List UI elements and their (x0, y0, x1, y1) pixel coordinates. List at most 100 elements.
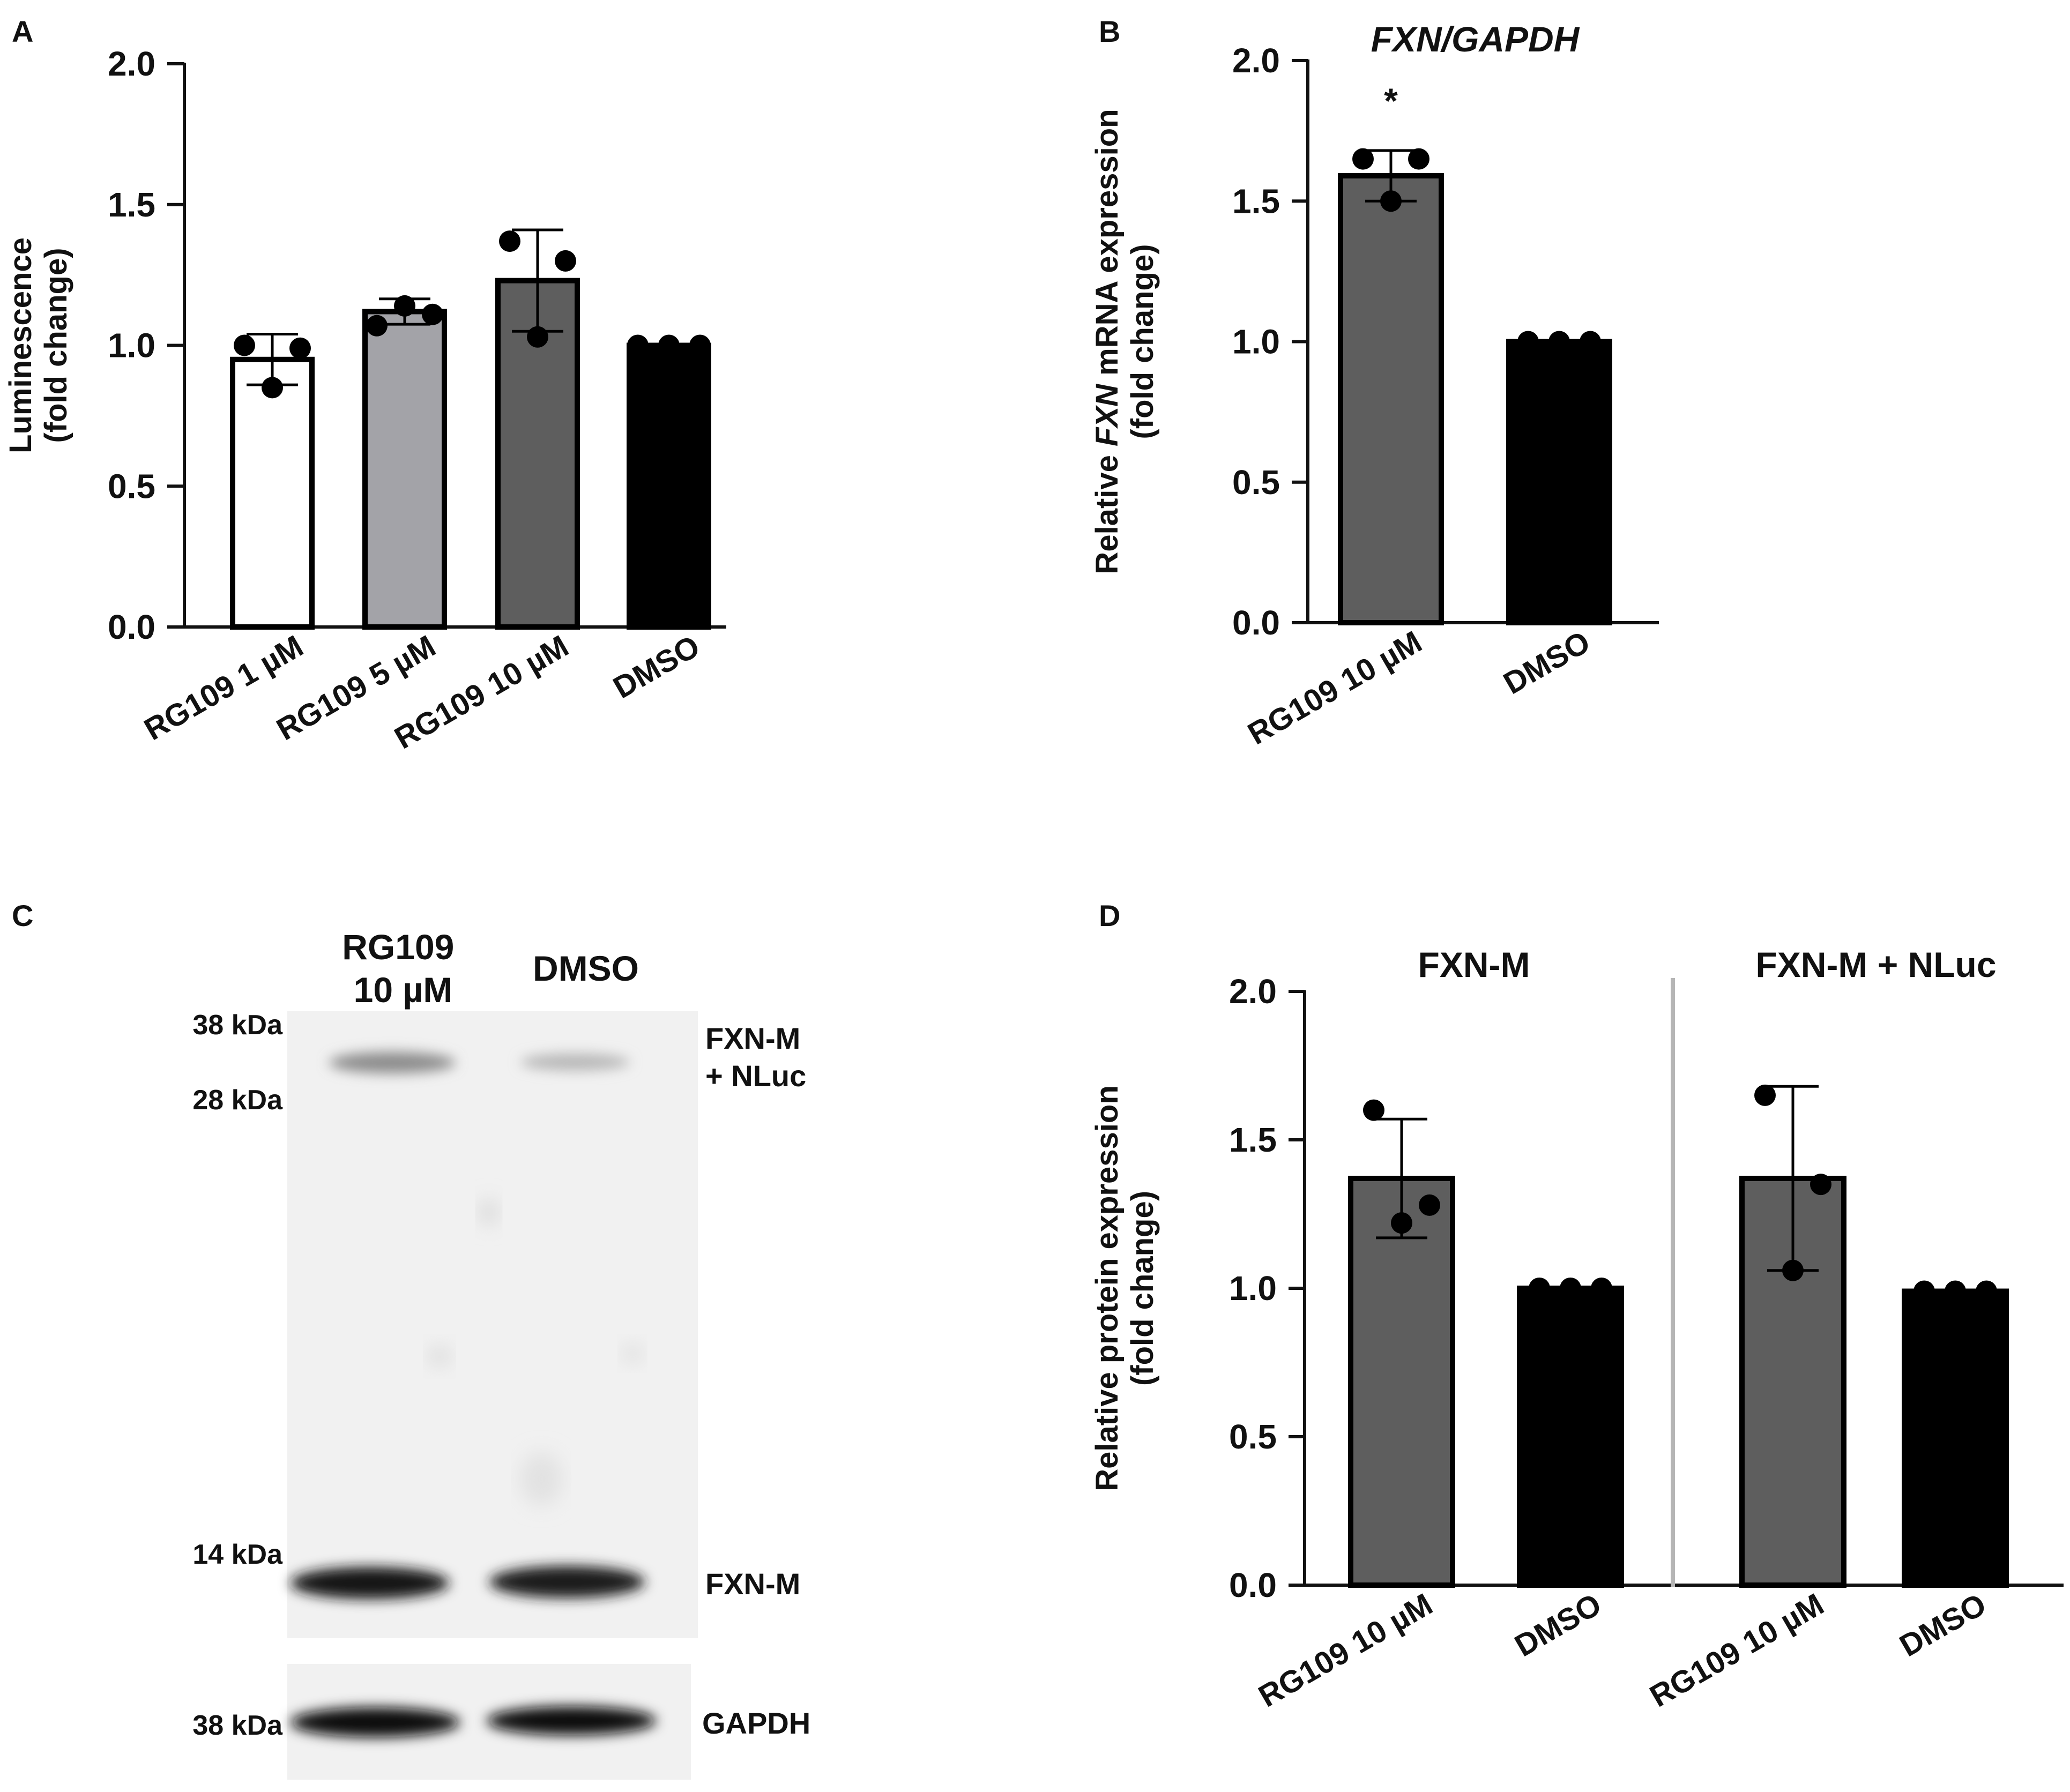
data-point (1913, 1280, 1935, 1302)
chart-panel-a: 0.0 0.5 1.0 1.5 2.0 Luminescence(fold change)… (3, 44, 726, 756)
data-point (1408, 148, 1429, 170)
data-point (1945, 1280, 1966, 1302)
y-axis-label-part: Relative (1090, 446, 1125, 574)
bar (1348, 1176, 1455, 1588)
data-point (1529, 1278, 1550, 1299)
data-point (658, 334, 680, 356)
blot-band-fxn-nluc-rg109 (329, 1052, 456, 1073)
blot-spot (428, 1348, 451, 1365)
y-axis-label-line: (fold change) (39, 248, 73, 443)
y-axis-label-line: (fold change) (1125, 1191, 1160, 1386)
blot-spot (479, 1199, 498, 1225)
blot-spot (622, 1346, 643, 1361)
y-tick-label: 0.0 (1232, 603, 1280, 642)
data-point (527, 326, 548, 348)
y-tick-label: 1.0 (1232, 323, 1280, 361)
data-point (1754, 1084, 1776, 1106)
y-axis-label: Relative FXN mRNA expression(fold change… (1090, 109, 1160, 574)
category-label: DMSO (1894, 1587, 1992, 1663)
category-label: DMSO (1509, 1587, 1607, 1663)
blot-band-fxn-m-dmso (489, 1566, 645, 1598)
data-point (1810, 1174, 1831, 1196)
data-point (422, 303, 443, 325)
y-axis-label-line: (fold change) (1125, 244, 1160, 439)
data-point (394, 295, 415, 317)
data-point (234, 334, 255, 356)
data-point (499, 230, 520, 252)
chart-title: FXN/GAPDH (1371, 19, 1580, 59)
significance-marker: * (1384, 81, 1398, 121)
y-tick-label: 2.0 (1229, 972, 1277, 1011)
y-axis-label-line: Relative protein expression (1090, 1085, 1125, 1491)
y-tick-label: 1.5 (1232, 182, 1280, 220)
blot-membrane-main (287, 1011, 698, 1638)
y-tick-label: 0.5 (1232, 463, 1280, 502)
lane-label-dmso: DMSO (533, 949, 639, 988)
data-point (555, 250, 576, 272)
group-label: FXN-M + NLuc (1755, 945, 1996, 984)
bar (230, 356, 315, 630)
lane-label-rg109: RG109 10 µM (342, 927, 464, 1010)
bar (1517, 1286, 1624, 1588)
data-point (1391, 1212, 1412, 1234)
data-point (1548, 331, 1570, 353)
blot-band-fxn-nluc-dmso (520, 1054, 630, 1071)
y-axis-label-part: mRNA expression (1090, 109, 1125, 384)
panel-label-b: B (1099, 14, 1120, 48)
data-point (689, 334, 711, 356)
data-point (1419, 1194, 1440, 1216)
panel-label-c: C (12, 899, 33, 932)
y-tick-label: 0.0 (1229, 1566, 1277, 1604)
y-axis-label: Luminescence(fold change) (3, 237, 73, 453)
marker-14kda: 14 kDa (192, 1539, 283, 1570)
western-blot-panel: RG109 10 µM DMSO 38 kDa 28 kDa 14 kDa 38… (192, 927, 810, 1780)
band-label-fxn-m: FXN-M (705, 1567, 800, 1601)
blot-band-gapdh-dmso (487, 1706, 656, 1735)
category-label: DMSO (607, 629, 705, 705)
data-point (1591, 1278, 1612, 1299)
panel-label-a: A (12, 14, 33, 48)
blot-band-gapdh-rg109 (291, 1707, 460, 1737)
band-label-fxn-nluc: FXN-M + NLuc (705, 1021, 809, 1093)
y-axis-label-line: Relative FXN mRNA expression (1090, 109, 1125, 574)
category-label: RG109 10 µM (1253, 1587, 1438, 1714)
y-tick-label: 1.5 (1229, 1121, 1277, 1159)
y-axis-label: Relative protein expression(fold change) (1090, 1085, 1160, 1491)
y-tick-label: 2.0 (108, 44, 155, 83)
data-point (1517, 331, 1539, 353)
y-tick-label: 1.0 (1229, 1269, 1277, 1308)
data-point (1380, 190, 1402, 212)
marker-28kda: 28 kDa (192, 1085, 283, 1116)
panel-label-d: D (1099, 899, 1120, 932)
y-tick-label: 0.0 (108, 608, 155, 646)
data-point (627, 334, 649, 356)
bar (627, 342, 711, 630)
data-point (1352, 148, 1374, 170)
y-tick-label: 1.0 (108, 326, 155, 365)
data-point (1580, 331, 1601, 353)
y-tick-label: 1.5 (108, 185, 155, 224)
y-tick-label: 0.5 (108, 467, 155, 505)
bar (1338, 173, 1444, 626)
chart-panel-b: 0.0 0.5 1.0 1.5 2.0 Relative FXN mRNA express… (1090, 19, 1659, 751)
blot-spot (520, 1452, 563, 1506)
data-point (289, 337, 311, 359)
marker-38kda: 38 kDa (192, 1010, 283, 1041)
chart-panel-d: 0.0 0.5 1.0 1.5 2.0 Relative protein expressi… (1090, 945, 2064, 1714)
y-axis-label-italic: FXN (1090, 384, 1125, 446)
bar (1506, 339, 1612, 625)
blot-band-fxn-m-rg109 (291, 1567, 449, 1599)
y-tick-label: 2.0 (1232, 41, 1280, 80)
data-point (366, 315, 388, 337)
category-label: RG109 10 µM (1644, 1587, 1829, 1714)
data-point (1976, 1280, 1997, 1302)
band-label-gapdh: GAPDH (702, 1706, 810, 1740)
category-label: RG109 10 µM (1242, 624, 1427, 751)
data-point (1363, 1099, 1384, 1121)
bar (362, 309, 447, 630)
group-label: FXN-M (1418, 945, 1530, 984)
marker-38kda-gapdh: 38 kDa (192, 1710, 283, 1741)
data-point (1560, 1278, 1581, 1299)
data-point (1782, 1259, 1804, 1281)
